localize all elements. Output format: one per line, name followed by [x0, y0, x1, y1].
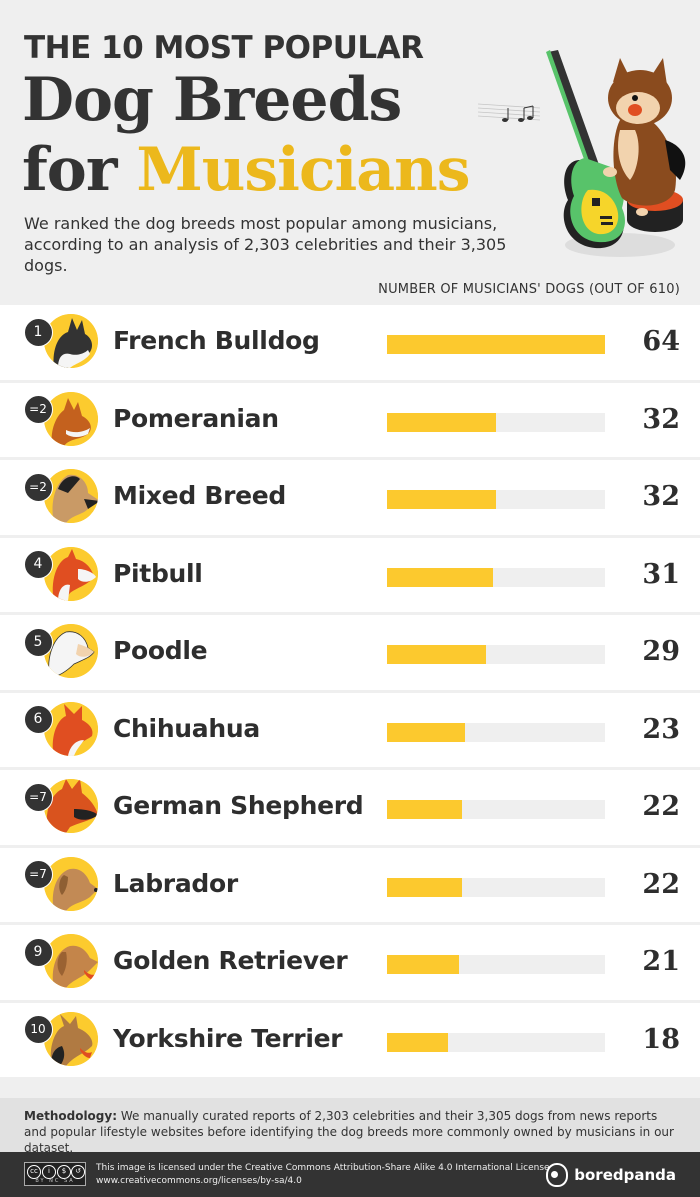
- french-bulldog-icon: [44, 314, 98, 368]
- rank-badge: 1: [23, 317, 53, 347]
- breed-name: French Bulldog: [113, 326, 320, 355]
- bar-fill: [387, 800, 462, 819]
- ranking-row: =7 Labrador 22: [0, 847, 700, 922]
- license-line: This image is licensed under the Creativ…: [96, 1163, 550, 1173]
- sa-icon: ↺: [71, 1165, 85, 1179]
- rank-badge: 5: [23, 627, 53, 657]
- ranking-row: 6 Chihuahua 23: [0, 692, 700, 767]
- bar-value: 31: [642, 558, 680, 590]
- bar-fill: [387, 877, 462, 897]
- pomeranian-guitar-illustration-icon: [470, 20, 700, 260]
- breed-name: Chihuahua: [113, 713, 260, 743]
- bar-track: [387, 877, 605, 897]
- title-accent: Musicians: [136, 135, 470, 205]
- ranking-list: 1 French Bulldog 64 =2 Pomeranian 32 =2 …: [0, 305, 700, 1080]
- bar-track: [387, 490, 605, 509]
- cc-icon: cc: [27, 1165, 41, 1179]
- main-title-line1: Dog Breeds: [22, 65, 402, 135]
- rank-badge: 6: [23, 705, 53, 734]
- license-text: This image is licensed under the Creativ…: [96, 1162, 550, 1188]
- bar-value: 18: [642, 1023, 680, 1055]
- bar-value: 22: [642, 868, 680, 900]
- rank-badge: =7: [23, 782, 53, 812]
- yorkshire-terrier-icon: [44, 1011, 98, 1066]
- title-plain: for: [22, 135, 137, 205]
- bar-track: [387, 335, 605, 354]
- cc-caption: BY NC SA: [35, 1178, 75, 1184]
- bar-fill: [387, 335, 605, 354]
- rank-badge: =7: [23, 860, 53, 889]
- breed-name: German Shepherd: [113, 791, 364, 820]
- bar-value: 21: [642, 946, 680, 977]
- rank-badge: 9: [23, 937, 53, 967]
- ranking-row: 10 Yorkshire Terrier 18: [0, 1002, 700, 1077]
- breed-name: Yorkshire Terrier: [113, 1023, 343, 1053]
- breed-name: Pitbull: [113, 558, 203, 588]
- pitbull-icon: [44, 546, 98, 601]
- ranking-row: =2 Mixed Breed 32: [0, 460, 700, 535]
- kicker-title: THE 10 MOST POPULAR: [24, 30, 424, 66]
- bar-fill: [387, 412, 496, 432]
- breed-name: Golden Retriever: [113, 946, 348, 975]
- ranking-row: 9 Golden Retriever 21: [0, 925, 700, 1000]
- german-shepherd-icon: [44, 779, 98, 833]
- ranking-row: 1 French Bulldog 64: [0, 305, 700, 380]
- poodle-icon: [44, 624, 98, 678]
- breed-name: Poodle: [113, 636, 208, 665]
- labrador-icon: [44, 856, 98, 911]
- rank-badge: =2: [23, 395, 53, 424]
- bar-track: [387, 800, 605, 819]
- bar-value: 32: [642, 481, 680, 512]
- bar-fill: [387, 955, 459, 974]
- bar-track: [387, 645, 605, 664]
- bar-track: [387, 567, 605, 587]
- axis-caption: NUMBER OF MUSICIANS' DOGS (OUT OF 610): [378, 282, 680, 297]
- chihuahua-icon: [44, 701, 98, 756]
- header: THE 10 MOST POPULAR Dog Breeds for Music…: [0, 0, 700, 305]
- bar-value: 23: [642, 713, 680, 745]
- bar-fill: [387, 490, 496, 509]
- brand-name: boredpanda: [574, 1166, 676, 1184]
- bar-track: [387, 722, 605, 742]
- bar-value: 32: [642, 403, 680, 435]
- panda-icon: [546, 1163, 569, 1187]
- rank-badge: 10: [23, 1015, 53, 1044]
- license-link[interactable]: www.creativecommons.org/licenses/by-sa/4…: [96, 1176, 302, 1186]
- main-title-line2: for Musicians: [22, 140, 471, 200]
- ranking-row: 4 Pitbull 31: [0, 537, 700, 612]
- bar-value: 22: [642, 791, 680, 822]
- breed-name: Mixed Breed: [113, 481, 287, 510]
- ranking-row: =2 Pomeranian 32: [0, 382, 700, 457]
- methodology-label: Methodology:: [24, 1109, 118, 1123]
- nc-icon: $: [57, 1165, 71, 1179]
- ranking-row: =7 German Shepherd 22: [0, 770, 700, 845]
- bar-track: [387, 955, 605, 974]
- methodology-note: Methodology: We manually curated reports…: [0, 1098, 700, 1155]
- bar-value: 64: [642, 326, 680, 357]
- subtitle: We ranked the dog breeds most popular am…: [24, 214, 507, 275]
- bar-fill: [387, 645, 486, 664]
- pomeranian-icon: [44, 391, 98, 446]
- methodology-text: We manually curated reports of 2,303 cel…: [24, 1109, 674, 1155]
- ranking-row: 5 Poodle 29: [0, 615, 700, 690]
- bar-track: [387, 412, 605, 432]
- footer: cc i $ ↺ BY NC SA This image is licensed…: [0, 1152, 700, 1197]
- brand-logo[interactable]: boredpanda: [546, 1162, 676, 1188]
- bar-value: 29: [642, 636, 680, 667]
- rank-badge: =2: [23, 472, 53, 502]
- rank-badge: 4: [23, 550, 53, 579]
- bar-fill: [387, 1032, 449, 1052]
- bar-fill: [387, 567, 493, 587]
- by-icon: i: [42, 1165, 56, 1179]
- creative-commons-icon[interactable]: cc i $ ↺ BY NC SA: [24, 1162, 86, 1186]
- golden-retriever-icon: [44, 934, 98, 988]
- mixed-breed-icon: [44, 469, 98, 523]
- breed-name: Pomeranian: [113, 403, 279, 433]
- breed-name: Labrador: [113, 868, 238, 898]
- bar-track: [387, 1032, 605, 1052]
- bar-fill: [387, 722, 466, 742]
